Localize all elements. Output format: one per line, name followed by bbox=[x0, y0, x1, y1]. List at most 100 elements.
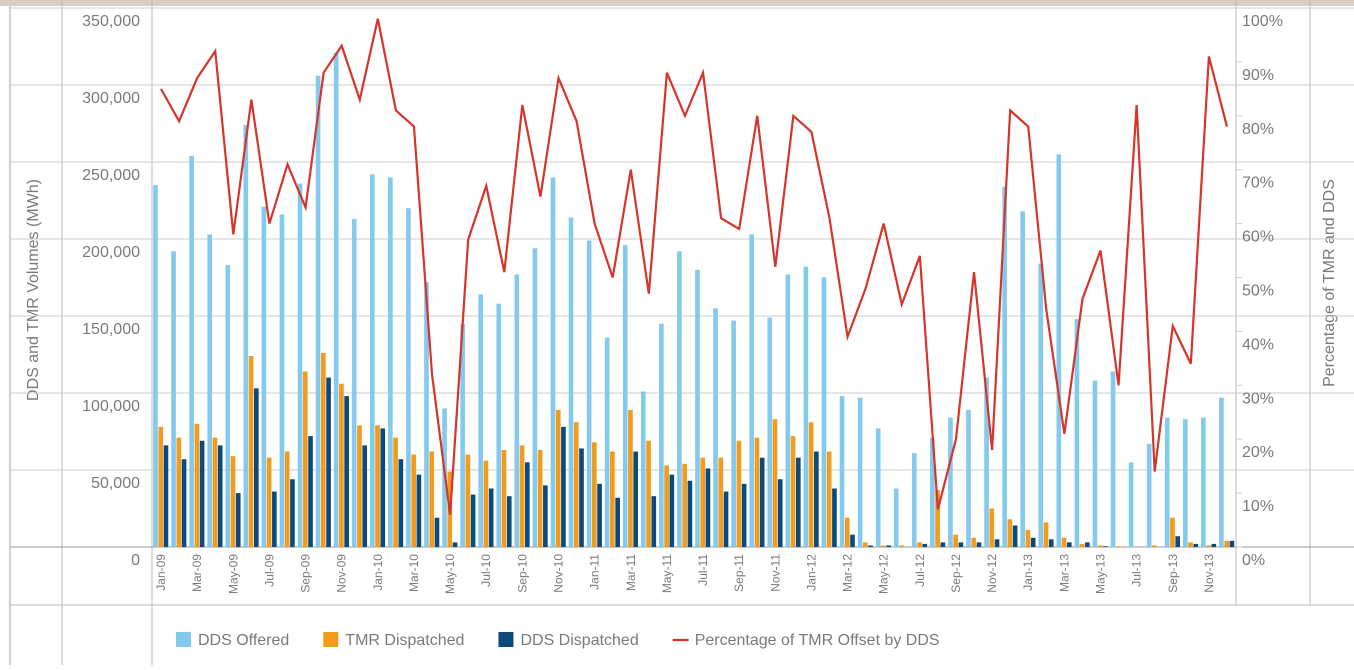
bar bbox=[176, 437, 182, 547]
bar bbox=[597, 483, 602, 547]
y2-tick-label: 50% bbox=[1242, 283, 1274, 300]
bar bbox=[1043, 522, 1049, 547]
bar bbox=[863, 542, 868, 547]
x-tick-label: Nov-11 bbox=[768, 554, 782, 592]
bar bbox=[803, 266, 809, 547]
bar bbox=[302, 371, 308, 547]
bar bbox=[984, 377, 989, 547]
bar bbox=[1193, 543, 1199, 547]
bar bbox=[713, 308, 718, 547]
bar bbox=[483, 460, 489, 547]
y2-tick-label: 10% bbox=[1242, 498, 1274, 515]
bar bbox=[434, 517, 440, 547]
bar bbox=[922, 543, 928, 547]
bar bbox=[398, 459, 404, 547]
y-tick-label: 100,000 bbox=[82, 398, 140, 415]
bar bbox=[279, 214, 285, 548]
x-tick-label: Sep-13 bbox=[1166, 554, 1180, 593]
bar bbox=[953, 534, 958, 547]
bar bbox=[1085, 542, 1090, 547]
bar bbox=[375, 425, 380, 547]
bar bbox=[1128, 462, 1134, 547]
bar bbox=[976, 542, 982, 547]
x-tick-label: Mar-09 bbox=[190, 554, 204, 592]
bar bbox=[243, 125, 249, 547]
bar bbox=[754, 437, 760, 547]
bar bbox=[290, 479, 295, 547]
y2-tick-label: 40% bbox=[1242, 336, 1274, 353]
bar bbox=[315, 75, 321, 547]
bar bbox=[235, 493, 241, 547]
bar bbox=[958, 542, 964, 547]
bar bbox=[857, 397, 863, 547]
bar bbox=[1002, 186, 1007, 547]
bar bbox=[687, 480, 693, 547]
bar bbox=[759, 457, 765, 547]
bar bbox=[537, 449, 543, 547]
bar bbox=[989, 508, 995, 547]
bar bbox=[1206, 545, 1211, 547]
bar bbox=[994, 539, 1000, 547]
bar bbox=[1182, 419, 1188, 547]
x-tick-label: Jul-10 bbox=[479, 554, 493, 587]
bar bbox=[266, 457, 272, 547]
bar bbox=[682, 463, 687, 547]
bar bbox=[664, 465, 669, 547]
bar bbox=[452, 542, 458, 547]
bar bbox=[736, 440, 742, 547]
x-tick-label: Nov-10 bbox=[552, 554, 566, 593]
bar bbox=[785, 274, 791, 547]
x-tick-label: Jan-10 bbox=[371, 554, 385, 591]
y2-tick-label: 100% bbox=[1242, 13, 1283, 30]
bar bbox=[917, 542, 922, 547]
bar bbox=[832, 488, 837, 547]
x-tick-label: Jul-12 bbox=[913, 554, 927, 587]
y-tick-label: 50,000 bbox=[91, 475, 140, 492]
bar bbox=[388, 177, 393, 547]
bar bbox=[344, 396, 349, 547]
bar bbox=[633, 451, 639, 547]
bar bbox=[1079, 543, 1085, 547]
bar bbox=[1061, 537, 1067, 547]
y2-tick-label: 80% bbox=[1242, 121, 1274, 138]
bar bbox=[1056, 154, 1062, 548]
bar bbox=[586, 240, 592, 548]
bar bbox=[230, 456, 236, 547]
bar bbox=[297, 183, 303, 547]
bar bbox=[1146, 443, 1152, 547]
bar bbox=[669, 474, 675, 547]
x-tick-label: Mar-13 bbox=[1057, 554, 1071, 592]
y-tick-label: 350,000 bbox=[82, 13, 140, 30]
bar bbox=[940, 542, 946, 547]
x-tick-label: Nov-13 bbox=[1202, 554, 1216, 593]
bar bbox=[1211, 543, 1217, 547]
bar bbox=[1092, 380, 1098, 547]
bar bbox=[881, 545, 886, 547]
bar bbox=[808, 422, 814, 547]
bar bbox=[790, 436, 796, 547]
x-tick-label: Nov-09 bbox=[335, 554, 349, 593]
bar bbox=[1020, 211, 1026, 547]
bar bbox=[199, 440, 205, 547]
bar bbox=[225, 265, 231, 547]
bar bbox=[1110, 371, 1116, 547]
x-tick-label: Jan-13 bbox=[1021, 554, 1035, 591]
bar bbox=[604, 337, 610, 547]
bar bbox=[795, 457, 801, 547]
bar bbox=[496, 303, 502, 547]
x-tick-label: Jul-11 bbox=[696, 554, 710, 586]
bar bbox=[723, 491, 729, 547]
bar bbox=[1224, 540, 1229, 547]
bar bbox=[826, 451, 832, 547]
bar bbox=[659, 323, 664, 547]
bar bbox=[850, 534, 855, 547]
x-tick-label: Jul-13 bbox=[1130, 554, 1144, 587]
bar bbox=[1219, 397, 1224, 547]
bar bbox=[416, 474, 422, 547]
bar bbox=[555, 409, 561, 547]
bar bbox=[406, 208, 411, 547]
legend-label: Percentage of TMR Offset by DDS bbox=[695, 632, 940, 649]
bar bbox=[465, 454, 471, 547]
bar bbox=[524, 462, 530, 547]
